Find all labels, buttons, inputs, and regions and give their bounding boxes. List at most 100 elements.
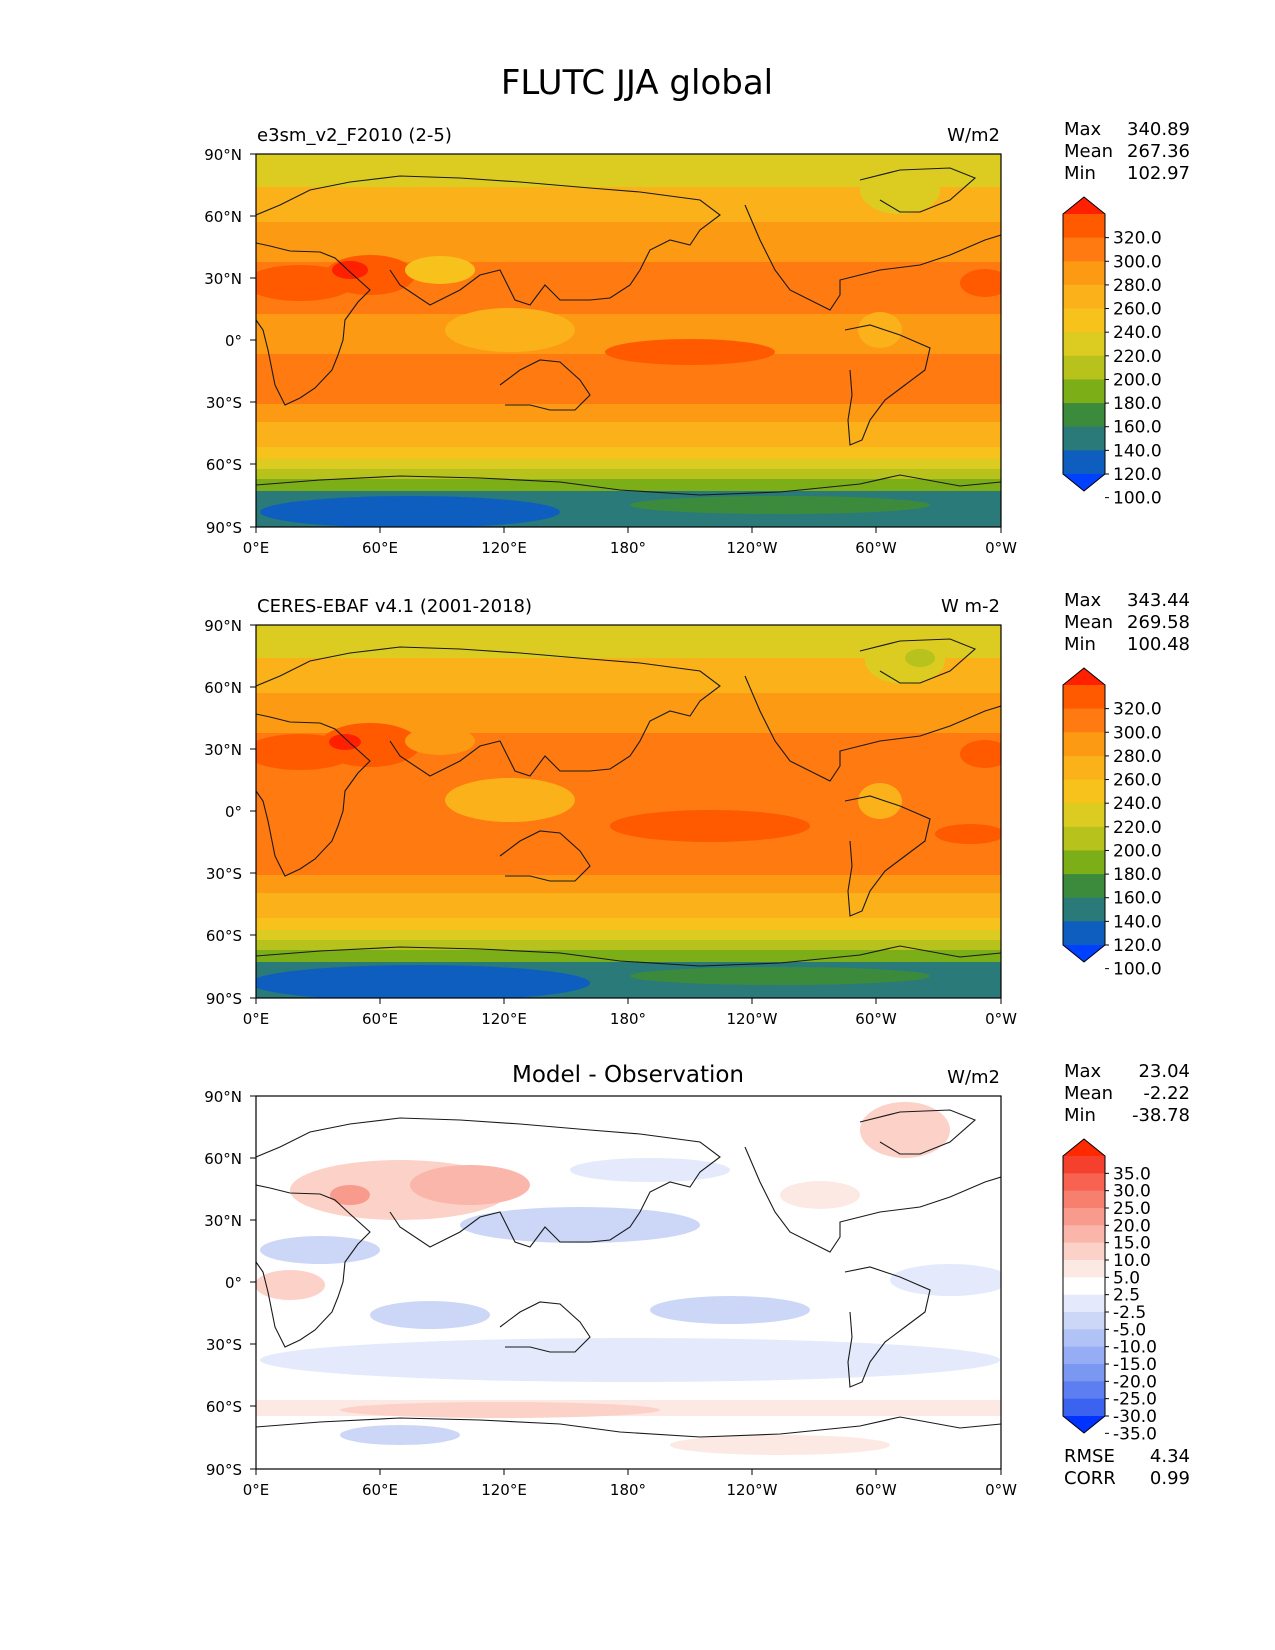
colorbar-segment (1063, 1242, 1105, 1261)
lat-tick-label: 60°N (204, 1150, 242, 1168)
colorbar-segment (1063, 1208, 1105, 1226)
colorbar-segment (1063, 897, 1105, 922)
colorbar-segment (1063, 850, 1105, 875)
colorbar-segment (1063, 1381, 1105, 1400)
coast-greenland (859, 167, 977, 213)
tibet-low (405, 727, 475, 755)
lat-tick-label: 30°N (204, 1212, 242, 1230)
greenland (860, 166, 940, 214)
colorbar-segment (1063, 1329, 1105, 1348)
coast-south-america (844, 1266, 931, 1388)
southern-ocean-positive-core (340, 1402, 660, 1418)
colorbar-tick-label: 140.0 (1113, 912, 1162, 932)
colorbar-segment (1063, 1364, 1105, 1382)
colorbar-tick-label: 5.0 (1113, 1268, 1140, 1288)
stat-max-value: 343.44 (1127, 590, 1190, 611)
colorbar-tick-label: 30.0 (1113, 1182, 1151, 1202)
lon-tick-label: 120°W (727, 539, 778, 557)
lat-tick-label: 90°N (204, 1088, 242, 1106)
lon-tick-label: 0°W (985, 1010, 1017, 1028)
colorbar-tick-label: -15.0 (1113, 1355, 1157, 1375)
colorbar-extend-min (1063, 945, 1105, 962)
stat-mean-value: 269.58 (1127, 612, 1190, 633)
colorbar-segment (1063, 1312, 1105, 1330)
colorbar-tick-label: 220.0 (1113, 347, 1162, 367)
na-positive (780, 1181, 860, 1209)
antarctic-low (260, 496, 560, 527)
atlantic-south-high (935, 824, 1001, 844)
colorbar-segment (1063, 685, 1105, 710)
colorbar-segment (1063, 826, 1105, 851)
colorbar-tick-label: 240.0 (1113, 323, 1162, 343)
antarctic-plateau-east (630, 496, 930, 514)
stat-min-value: 102.97 (1127, 163, 1190, 184)
central-asia-positive (410, 1165, 530, 1205)
colorbar-tick-label: 320.0 (1113, 700, 1162, 720)
lon-axis: 0°E 60°E 120°E 180° 120°W 60°W 0°W (243, 527, 1017, 557)
lat-tick-label: 90°S (206, 990, 242, 1008)
coast-eurasia (256, 175, 721, 306)
coast-antarctica (256, 474, 1001, 496)
coast-africa (256, 713, 371, 877)
lon-tick-label: 0°E (243, 1010, 270, 1028)
colorbar-tick-label: -2.5 (1113, 1303, 1146, 1323)
panel-title: e3sm_v2_F2010 (2-5) (257, 125, 452, 146)
stats-block: Max 343.44 Mean 269.58 Min 100.48 (1064, 590, 1190, 655)
stat-mean-label: Mean (1064, 141, 1113, 162)
lon-tick-label: 60°E (362, 1010, 398, 1028)
indian-negative (370, 1301, 490, 1329)
coast-south-america (844, 795, 931, 917)
panel-observation: CERES-EBAF v4.1 (2001-2018) W m-2 (204, 590, 1190, 1028)
stat-min-label: Min (1064, 1105, 1096, 1126)
coast-north-america (744, 1146, 1001, 1253)
caspian-positive (330, 1185, 370, 1205)
lat-axis: 90°N 60°N 30°N 0° 30°S 60°S 90°S (204, 146, 256, 537)
coast-australia (499, 830, 591, 882)
colorbar-tick-label: 15.0 (1113, 1234, 1151, 1254)
colorbar: 320.0 300.0 280.0 260.0 240.0 220.0 200.0 180.0… (1062, 196, 1162, 509)
arabia-peak (332, 261, 368, 279)
lat-tick-label: 60°S (206, 456, 242, 474)
colorbar-segment (1063, 1156, 1105, 1174)
antarctica-negative (340, 1425, 460, 1445)
coast-eurasia (256, 1117, 721, 1248)
lon-tick-label: 180° (610, 1481, 646, 1499)
band-icebelt (256, 940, 1001, 950)
lat-tick-label: 0° (225, 332, 242, 350)
units-label: W/m2 (947, 1067, 1000, 1088)
amazon-cloud (858, 783, 902, 819)
stat-min-label: Min (1064, 163, 1096, 184)
panel-title: Model - Observation (512, 1062, 744, 1088)
lon-tick-label: 180° (610, 539, 646, 557)
sahel-negative (260, 1236, 380, 1264)
lon-tick-label: 60°W (855, 1010, 897, 1028)
lon-tick-label: 0°E (243, 539, 270, 557)
colorbar-tick-label: 120.0 (1113, 465, 1162, 485)
band-south-tropic (256, 354, 1001, 404)
colorbar-tick-label: 280.0 (1113, 747, 1162, 767)
colorbar-segment (1063, 803, 1105, 828)
colorbar-extend-min (1063, 1416, 1105, 1433)
pacific-negative (650, 1296, 810, 1324)
band-antarctic-edge (256, 479, 1001, 491)
lat-tick-label: 60°S (206, 927, 242, 945)
colorbar-tick-label: 100.0 (1113, 960, 1162, 980)
colorbar-segment (1063, 1260, 1105, 1278)
arabia-peak (329, 734, 361, 750)
stat-corr-label: CORR (1064, 1468, 1116, 1489)
colorbar-tick-label: -30.0 (1113, 1407, 1157, 1427)
colorbar-segment (1063, 214, 1105, 239)
lat-tick-label: 30°S (206, 394, 242, 412)
colorbar-tick-label: 100.0 (1113, 489, 1162, 509)
coast-australia (499, 359, 591, 411)
tibet-low (405, 256, 475, 284)
lon-tick-label: 0°W (985, 1481, 1017, 1499)
greenland (865, 636, 945, 684)
colorbar-tick-label: 140.0 (1113, 441, 1162, 461)
colorbar-segment (1063, 921, 1105, 946)
colorbar-tick-label: 220.0 (1113, 818, 1162, 838)
atlantic-high (960, 740, 1001, 768)
coast-greenland (859, 638, 977, 684)
lon-tick-label: 0°W (985, 539, 1017, 557)
colorbar-extend-max (1063, 668, 1105, 685)
